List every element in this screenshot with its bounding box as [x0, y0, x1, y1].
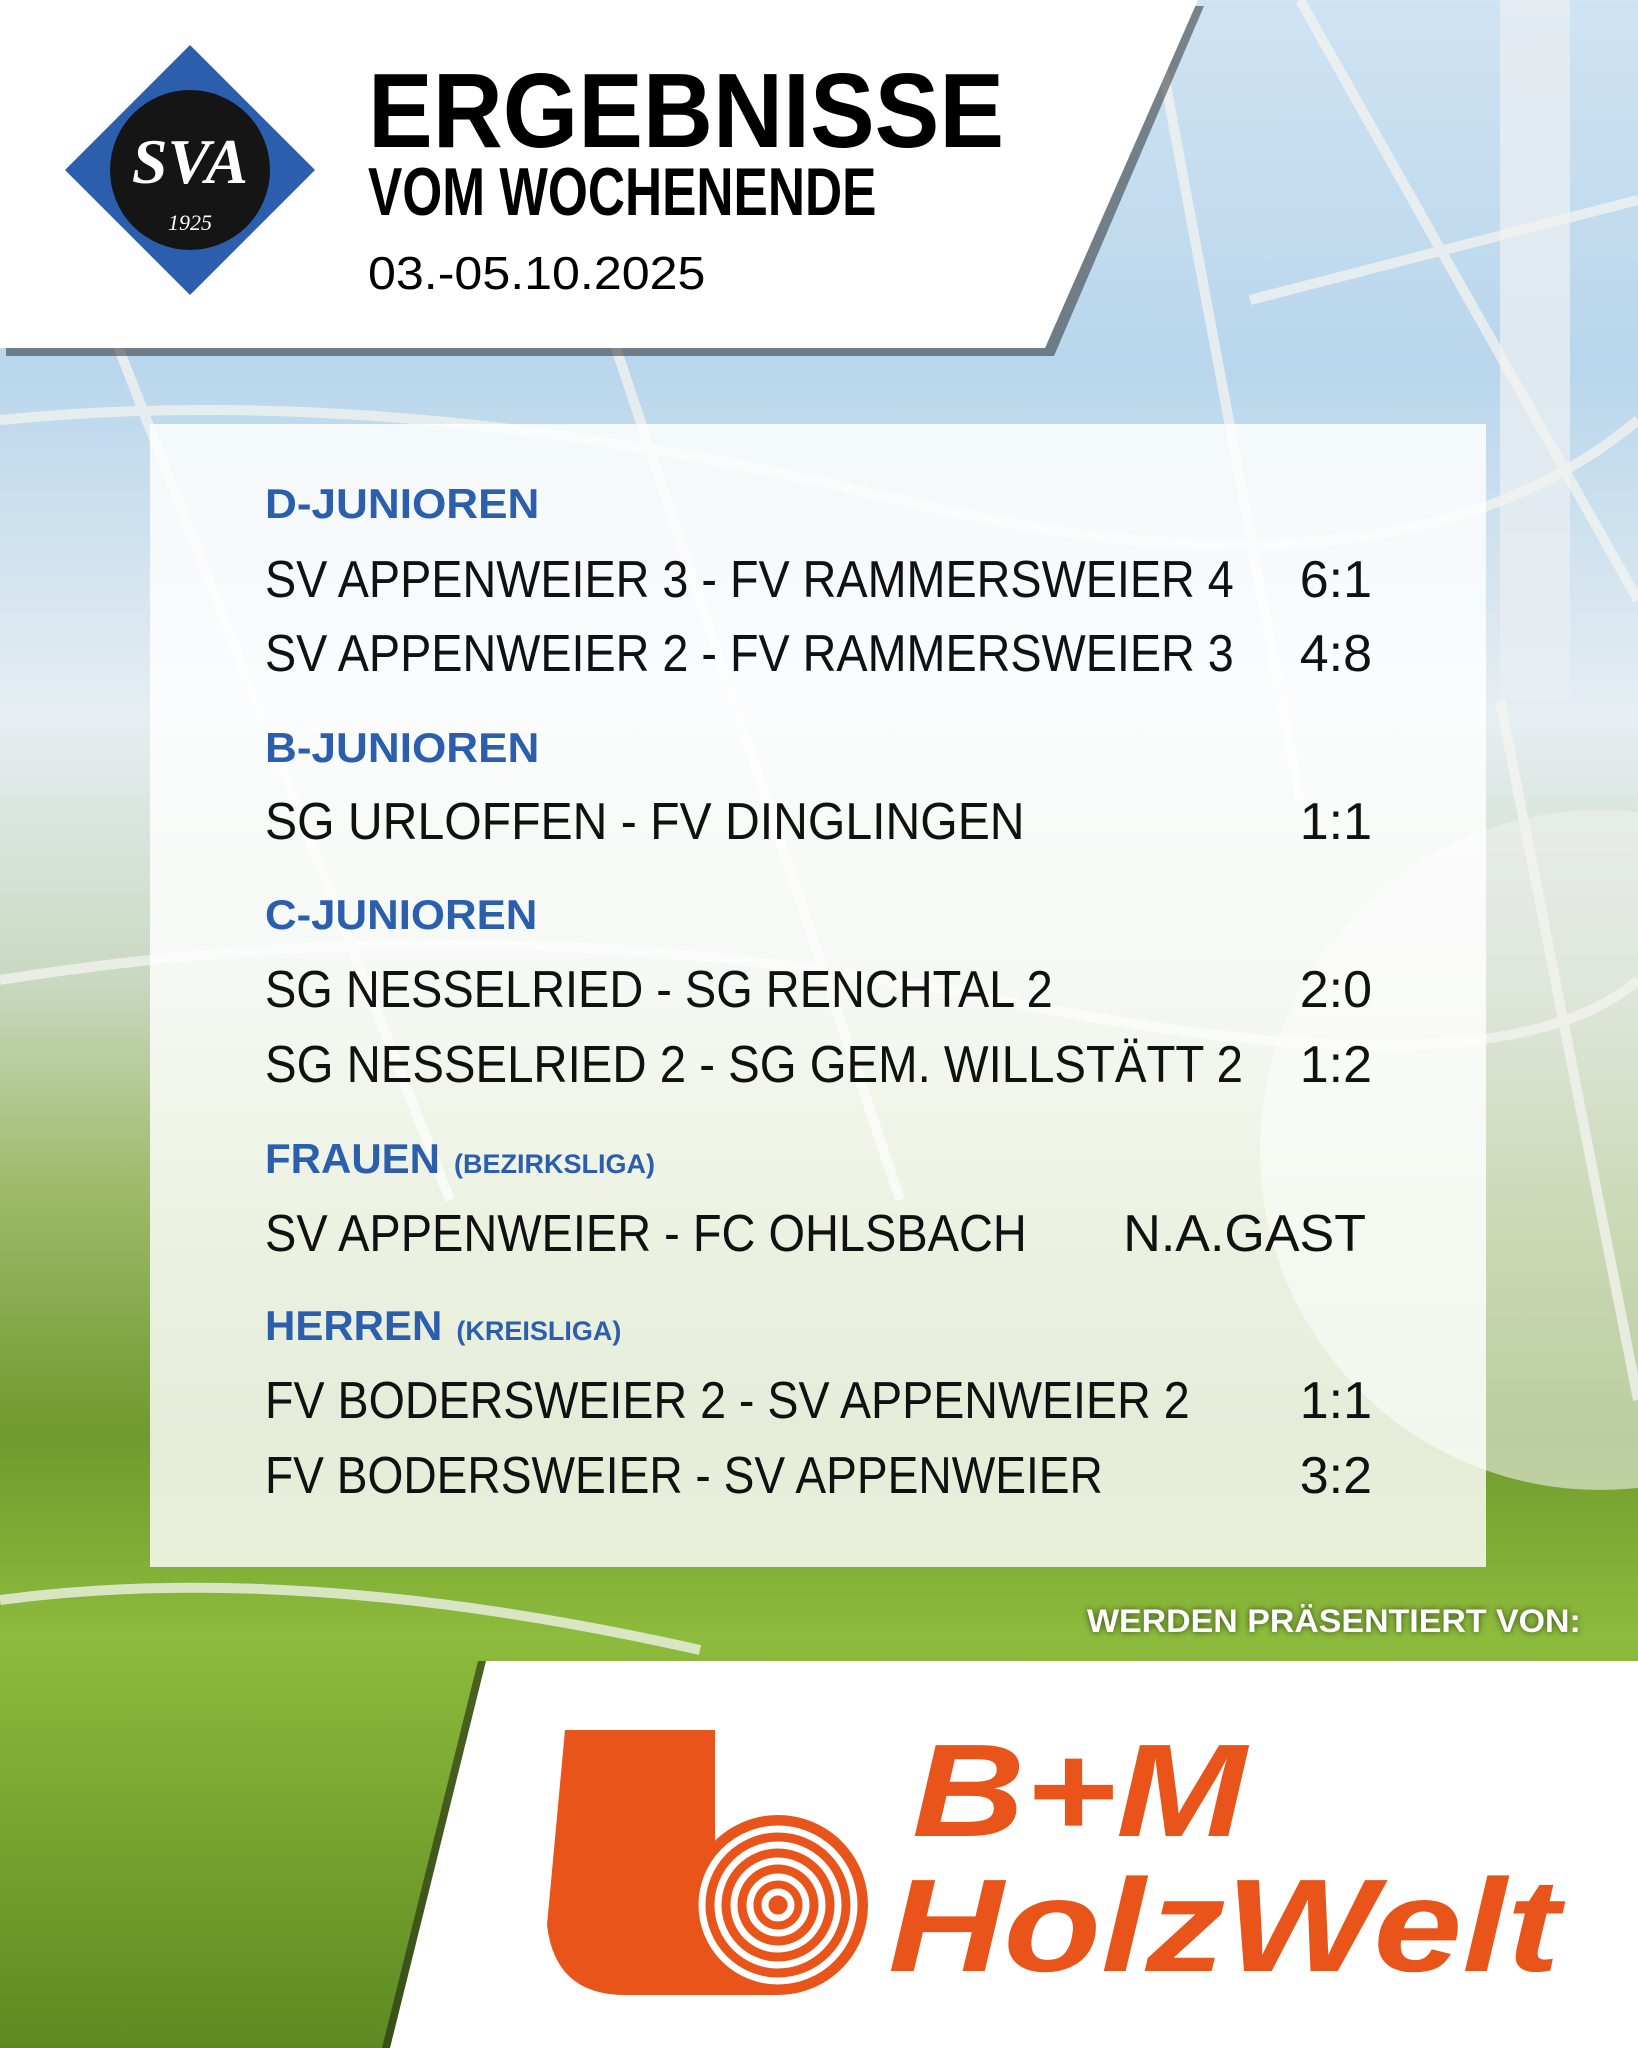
section-league: (BEZIRKSLIGA)	[454, 1149, 655, 1179]
match-score: 1:2	[1299, 1036, 1372, 1094]
match-score: 2:0	[1299, 961, 1372, 1019]
date-range: 03.-05.10.2025	[368, 247, 706, 299]
match-row: SG NESSELRIED 2 - SG GEM. WILLSTÄTT 2	[265, 1036, 1243, 1094]
sponsor-roll-icon	[547, 1730, 868, 1995]
club-logo: SVA 1925	[65, 45, 315, 295]
section-title-d-junioren: D-JUNIOREN	[265, 480, 540, 527]
presented-by-label: WERDEN PRÄSENTIERT VON:	[1087, 1603, 1581, 1639]
page-subtitle: VOM WOCHENENDE	[368, 154, 877, 230]
section-title: HERREN	[265, 1302, 443, 1349]
section-title-b-junioren: B-JUNIOREN	[265, 724, 540, 771]
match-score: 3:2	[1299, 1447, 1372, 1505]
match-row: SG NESSELRIED - SG RENCHTAL 2	[265, 961, 1053, 1019]
match-row: FV BODERSWEIER 2 - SV APPENWEIER 2	[265, 1372, 1190, 1430]
section-title-herren: HERREN (KREISLIGA)	[265, 1302, 621, 1350]
section-title-c-junioren: C-JUNIOREN	[265, 891, 538, 938]
club-logo-year: 1925	[168, 210, 212, 235]
match-score: 4:8	[1299, 625, 1372, 683]
match-score: N.A.GAST	[1123, 1205, 1366, 1263]
match-score: 1:1	[1299, 1372, 1372, 1430]
match-row: SV APPENWEIER - FC OHLSBACH	[265, 1205, 1027, 1263]
match-row: SV APPENWEIER 2 - FV RAMMERSWEIER 3	[265, 625, 1234, 683]
results-panel	[150, 424, 1486, 1567]
match-row: SG URLOFFEN - FV DINGLINGEN	[265, 793, 1025, 851]
sponsor-name-line2: HolzWelt	[888, 1852, 1560, 1999]
match-row: FV BODERSWEIER - SV APPENWEIER	[265, 1447, 1103, 1505]
section-league: (KREISLIGA)	[456, 1316, 622, 1346]
header-background	[0, 0, 1204, 356]
header-banner: SVA 1925 ERGEBNISSE VOM WOCHENENDE 03.-0…	[0, 0, 1638, 360]
sponsor-banner: B+M HolzWelt	[0, 1655, 1638, 2048]
match-row: SV APPENWEIER 3 - FV RAMMERSWEIER 4	[265, 551, 1234, 609]
match-score: 6:1	[1299, 551, 1372, 609]
sponsor-name-line1: B+M	[912, 1717, 1247, 1864]
section-title: FRAUEN	[265, 1135, 440, 1182]
club-logo-text: SVA	[132, 126, 248, 197]
section-title-frauen: FRAUEN (BEZIRKSLIGA)	[265, 1135, 655, 1183]
match-score: 1:1	[1299, 793, 1372, 851]
page-title: ERGEBNISSE	[368, 52, 1005, 170]
